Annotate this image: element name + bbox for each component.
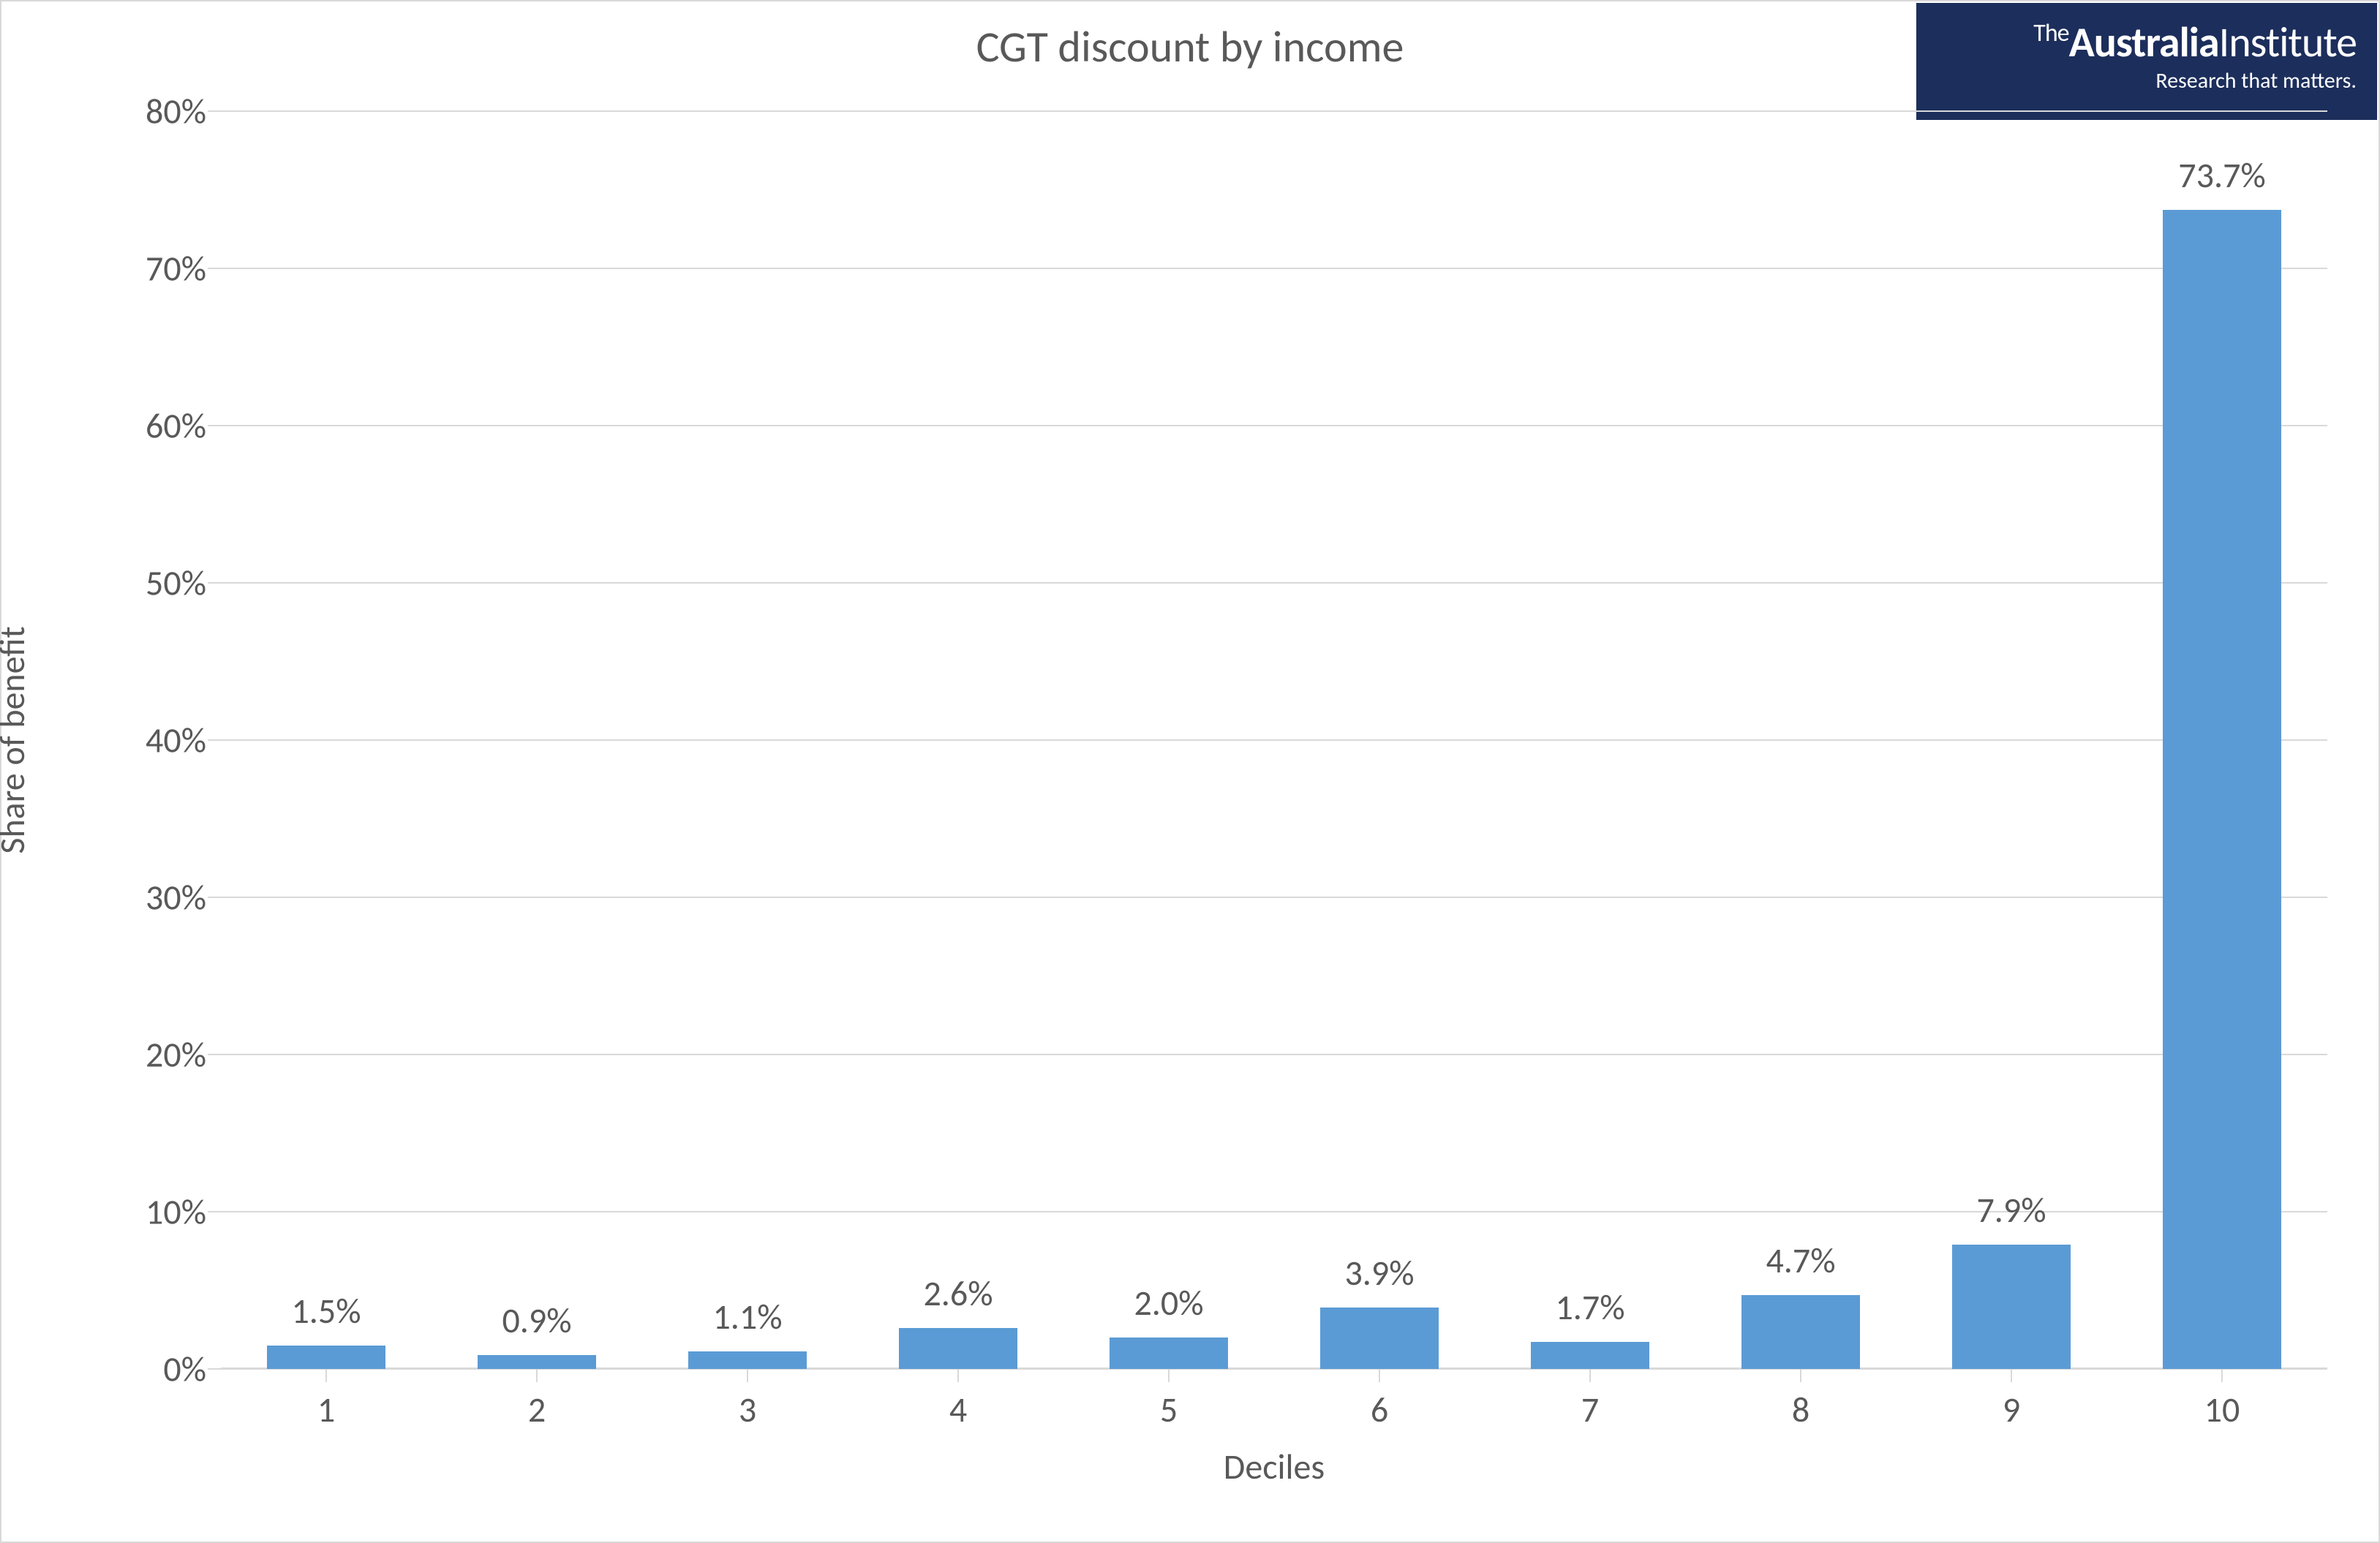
bar: [1110, 1338, 1227, 1369]
bar-value-label: 2.0%: [1134, 1281, 1203, 1324]
bar-value-label: 1.7%: [1555, 1286, 1624, 1329]
brand-logo-tagline: Research that matters.: [1937, 69, 2357, 93]
x-tick-mark: [2011, 1369, 2012, 1382]
y-tick-label: 50%: [146, 562, 206, 605]
bar-value-label: 1.5%: [291, 1289, 361, 1332]
x-tick-label: 2: [528, 1388, 546, 1431]
x-tick-mark: [957, 1369, 959, 1382]
y-tick-mark: [208, 1368, 221, 1370]
y-tick-mark: [208, 582, 221, 584]
y-gridline: [221, 425, 2327, 426]
bar-value-label: 3.9%: [1344, 1251, 1414, 1294]
x-tick-mark: [1589, 1369, 1591, 1382]
y-tick-mark: [208, 1211, 221, 1212]
y-gridline: [221, 268, 2327, 269]
y-tick-mark: [208, 268, 221, 269]
x-tick-label: 6: [1371, 1388, 1388, 1431]
x-axis-title: Deciles: [1224, 1445, 1325, 1488]
brand-logo: TheAustraliaInstitute Research that matt…: [1916, 3, 2377, 120]
chart-frame: CGT discount by income TheAustraliaInsti…: [0, 0, 2380, 1543]
y-tick-label: 60%: [146, 404, 206, 448]
y-tick-label: 30%: [146, 876, 206, 919]
x-tick-label: 9: [2003, 1388, 2020, 1431]
y-tick-label: 0%: [163, 1348, 206, 1391]
y-gridline: [221, 739, 2327, 741]
bar: [1320, 1308, 1438, 1369]
x-tick-label: 3: [739, 1388, 756, 1431]
y-gridline: [221, 110, 2327, 112]
bar: [478, 1355, 595, 1369]
plot-area: Share of benefit Deciles 0%10%20%30%40%5…: [221, 111, 2327, 1369]
x-tick-label: 5: [1160, 1388, 1178, 1431]
x-tick-mark: [747, 1369, 748, 1382]
bar-value-label: 1.1%: [712, 1295, 782, 1338]
y-tick-mark: [208, 1054, 221, 1055]
x-tick-label: 1: [317, 1388, 335, 1431]
bar: [1531, 1342, 1649, 1369]
x-tick-mark: [325, 1369, 327, 1382]
x-tick-label: 10: [2204, 1388, 2240, 1431]
y-gridline: [221, 897, 2327, 898]
x-tick-mark: [1168, 1369, 1170, 1382]
bar: [688, 1351, 806, 1369]
y-axis-title: Share of benefit: [0, 626, 34, 853]
bar: [1741, 1295, 1859, 1369]
brand-logo-rest: Institute: [2219, 16, 2357, 68]
y-tick-label: 70%: [146, 247, 206, 290]
x-tick-mark: [1800, 1369, 1801, 1382]
brand-logo-the: The: [2033, 18, 2068, 48]
y-gridline: [221, 1054, 2327, 1055]
y-tick-label: 40%: [146, 719, 206, 762]
y-tick-mark: [208, 739, 221, 741]
x-tick-label: 8: [1792, 1388, 1810, 1431]
y-gridline: [221, 582, 2327, 584]
y-tick-label: 20%: [146, 1033, 206, 1076]
bar: [2163, 210, 2281, 1369]
bar-value-label: 0.9%: [502, 1299, 571, 1342]
bar-value-label: 2.6%: [923, 1272, 993, 1315]
bar-value-label: 4.7%: [1766, 1239, 1835, 1282]
bar-value-label: 73.7%: [2178, 154, 2265, 197]
x-tick-label: 4: [949, 1388, 967, 1431]
brand-logo-bold: Australia: [2069, 16, 2219, 68]
bar-value-label: 7.9%: [1976, 1188, 2046, 1231]
y-tick-mark: [208, 425, 221, 426]
y-tick-mark: [208, 110, 221, 112]
x-tick-label: 7: [1581, 1388, 1599, 1431]
x-tick-mark: [2221, 1369, 2223, 1382]
x-tick-mark: [1379, 1369, 1380, 1382]
y-tick-label: 80%: [146, 90, 206, 133]
bar: [1952, 1245, 2070, 1369]
y-tick-label: 10%: [146, 1191, 206, 1234]
bar: [899, 1328, 1017, 1369]
bar: [267, 1346, 385, 1369]
brand-logo-name: TheAustraliaInstitute: [1937, 20, 2357, 65]
x-tick-mark: [536, 1369, 538, 1382]
y-tick-mark: [208, 897, 221, 898]
